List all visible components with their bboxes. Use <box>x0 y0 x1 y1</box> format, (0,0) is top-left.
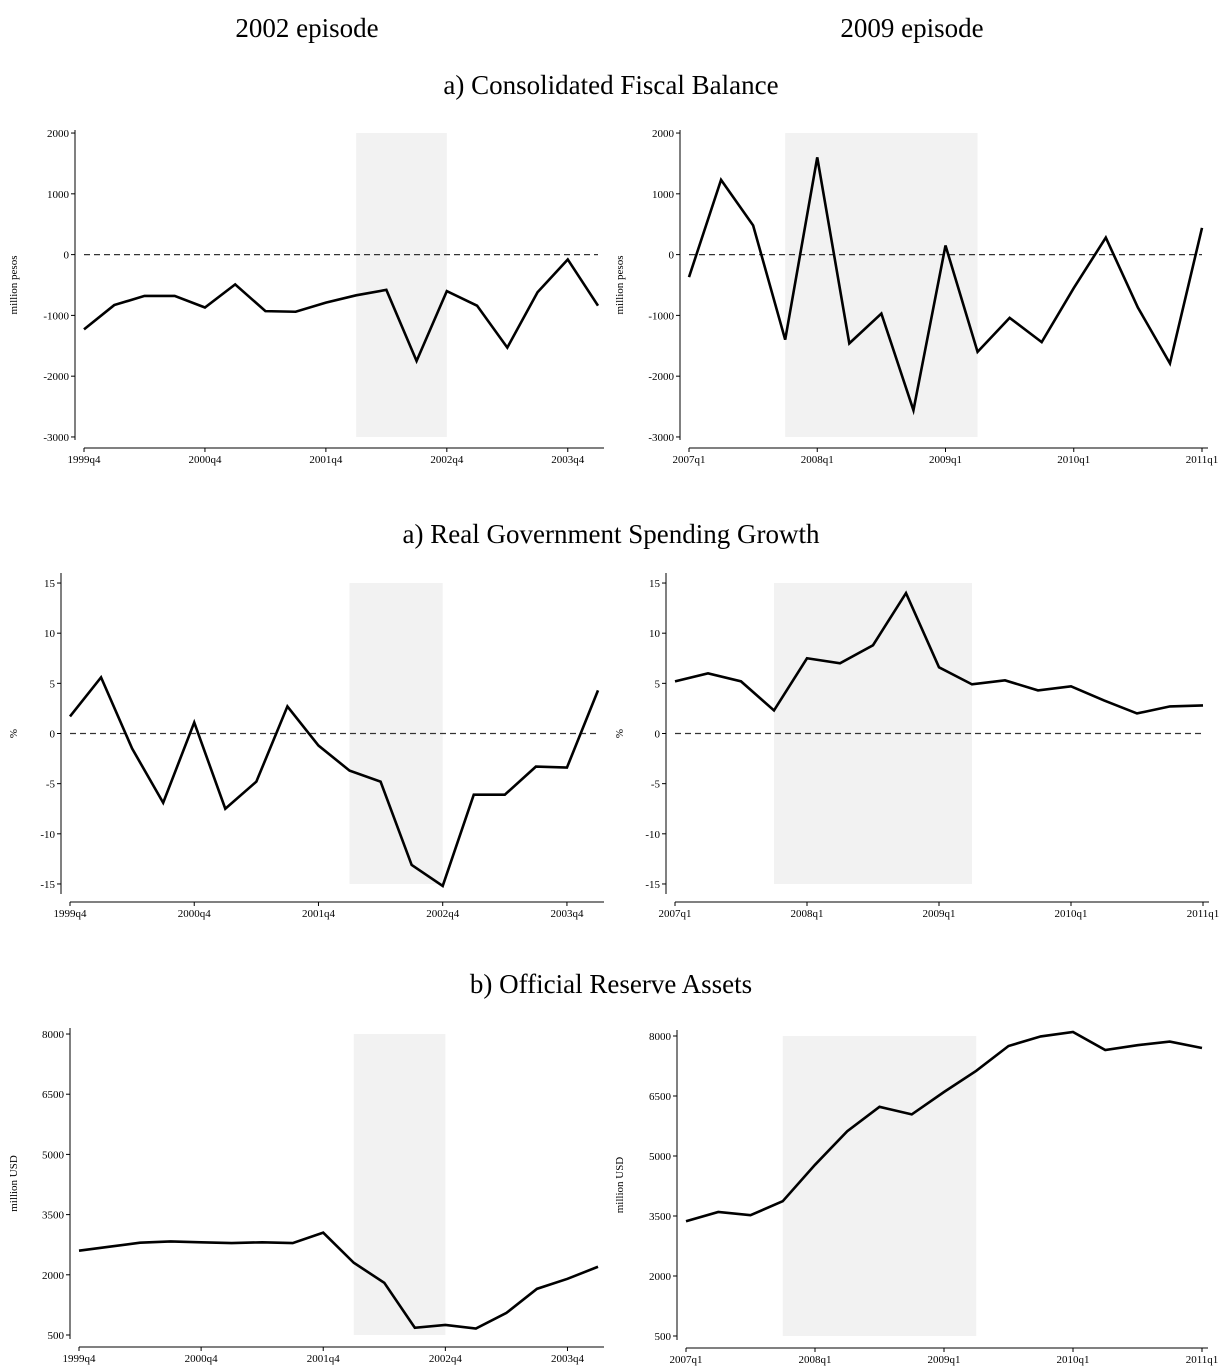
data-line <box>674 590 1204 715</box>
y-tick-label: 0 <box>655 729 661 741</box>
row-title: a) Real Government Spending Growth <box>403 519 820 549</box>
x-tick-label: 2008q1 <box>799 1354 832 1366</box>
x-tick-label: 2001q4 <box>307 1353 341 1365</box>
y-axis-label: % <box>8 729 20 738</box>
y-tick-label: 6500 <box>649 1091 672 1103</box>
y-tick-label: 0 <box>64 250 70 262</box>
y-tick-label: 1000 <box>47 189 70 201</box>
y-tick-label: 2000 <box>649 1271 672 1283</box>
x-tick-label: 2003q4 <box>551 454 585 466</box>
x-tick-label: 2010q1 <box>1057 454 1090 466</box>
y-tick-label: 10 <box>44 628 56 640</box>
x-tick-label: 2007q1 <box>659 908 692 920</box>
x-tick-label: 2007q1 <box>670 1354 703 1366</box>
data-line <box>68 674 600 889</box>
row-title: b) Official Reserve Assets <box>470 969 752 999</box>
y-axis-label: million pesos <box>614 256 626 315</box>
shaded-period <box>785 133 978 437</box>
y-tick-label: 500 <box>48 1330 65 1342</box>
y-tick-label: -10 <box>40 829 55 841</box>
y-tick-label: 1000 <box>652 189 675 201</box>
y-tick-label: 8000 <box>649 1031 672 1043</box>
y-tick-label: 5000 <box>42 1149 65 1161</box>
y-tick-label: 8000 <box>42 1029 65 1041</box>
x-tick-label: 2003q4 <box>550 908 584 920</box>
y-tick-label: -2000 <box>43 371 69 383</box>
y-tick-label: 5 <box>655 678 661 690</box>
x-tick-label: 1999q4 <box>68 454 102 466</box>
y-tick-label: -10 <box>645 829 660 841</box>
y-tick-label: -15 <box>645 879 660 891</box>
y-axis-label: million pesos <box>8 256 20 315</box>
y-tick-label: -5 <box>651 779 661 791</box>
x-tick-label: 2002q4 <box>429 1353 463 1365</box>
y-tick-label: 3500 <box>649 1211 672 1223</box>
x-tick-label: 2001q4 <box>302 908 336 920</box>
x-tick-label: 2002q4 <box>430 454 464 466</box>
y-axis-label: million USD <box>614 1157 626 1214</box>
data-line <box>83 257 600 365</box>
y-tick-label: 0 <box>50 729 56 741</box>
data-line <box>687 157 1204 416</box>
x-tick-label: 2008q1 <box>791 908 824 920</box>
data-line <box>685 1030 1203 1223</box>
y-tick-label: 2000 <box>47 128 70 140</box>
y-tick-label: -5 <box>46 779 56 791</box>
data-line <box>78 1231 599 1330</box>
y-axis-label: million USD <box>8 1155 20 1212</box>
y-tick-label: -1000 <box>43 310 69 322</box>
x-tick-label: 2009q1 <box>923 908 956 920</box>
x-tick-label: 2002q4 <box>426 908 460 920</box>
y-tick-label: -2000 <box>648 371 674 383</box>
shaded-period <box>356 133 447 437</box>
x-tick-label: 2008q1 <box>801 454 834 466</box>
y-tick-label: -15 <box>40 879 55 891</box>
x-tick-label: 2011q1 <box>1187 908 1220 920</box>
y-tick-label: 5000 <box>649 1151 672 1163</box>
y-tick-label: 15 <box>649 578 661 590</box>
y-tick-label: 500 <box>655 1331 672 1343</box>
y-axis-label: % <box>614 729 626 738</box>
x-tick-label: 1999q4 <box>54 908 88 920</box>
y-tick-label: -3000 <box>648 432 674 444</box>
x-tick-label: 2007q1 <box>673 454 706 466</box>
x-tick-label: 2000q4 <box>185 1353 219 1365</box>
x-tick-label: 2003q4 <box>551 1353 585 1365</box>
y-tick-label: 10 <box>649 628 661 640</box>
y-tick-label: 3500 <box>42 1210 65 1222</box>
x-tick-label: 1999q4 <box>63 1353 97 1365</box>
x-tick-label: 2011q1 <box>1186 1354 1219 1366</box>
y-tick-label: 5 <box>50 678 56 690</box>
y-tick-label: 6500 <box>42 1089 65 1101</box>
x-tick-label: 2001q4 <box>309 454 343 466</box>
y-tick-label: 0 <box>669 250 675 262</box>
shaded-period <box>774 583 972 884</box>
column-title: 2002 episode <box>235 13 378 43</box>
shaded-period <box>353 1034 446 1335</box>
x-tick-label: 2009q1 <box>928 1354 961 1366</box>
row-title: a) Consolidated Fiscal Balance <box>443 70 778 100</box>
y-tick-label: 2000 <box>42 1270 65 1282</box>
y-tick-label: -1000 <box>648 310 674 322</box>
x-tick-label: 2009q1 <box>929 454 962 466</box>
shaded-period <box>782 1036 977 1336</box>
y-tick-label: 2000 <box>652 128 675 140</box>
x-tick-label: 2000q4 <box>188 454 222 466</box>
x-tick-label: 2000q4 <box>178 908 212 920</box>
x-tick-label: 2010q1 <box>1057 1354 1090 1366</box>
column-title: 2009 episode <box>840 13 983 43</box>
y-tick-label: 15 <box>44 578 56 590</box>
y-tick-label: -3000 <box>43 432 69 444</box>
x-tick-label: 2011q1 <box>1186 454 1219 466</box>
x-tick-label: 2010q1 <box>1055 908 1088 920</box>
